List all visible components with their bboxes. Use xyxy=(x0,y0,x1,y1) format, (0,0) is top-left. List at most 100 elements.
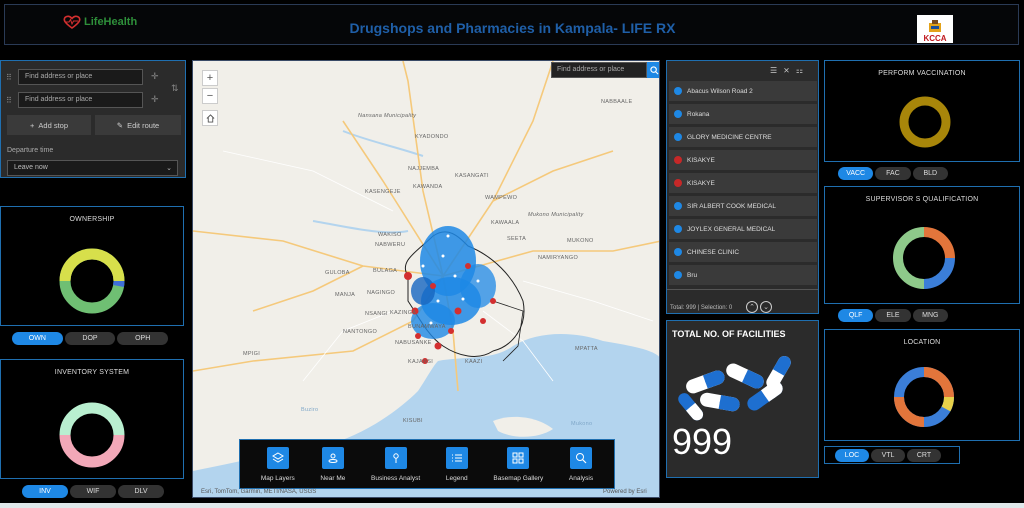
list-item[interactable]: CHINESE CLINIC xyxy=(669,242,817,262)
tab-oph[interactable]: OPH xyxy=(117,332,169,345)
tool-near-me[interactable]: Near Me xyxy=(320,446,346,482)
inventory-title: INVENTORY SYSTEM xyxy=(54,369,130,376)
place-label: BUNAMWAYA xyxy=(408,324,446,330)
drag-handle-icon[interactable]: ⠿ xyxy=(6,73,12,82)
directions-panel: ⠿ Find address or place ✛ ⠿ Find address… xyxy=(0,60,186,178)
add-stop-button[interactable]: + Add stop xyxy=(7,115,91,135)
location-slice-orange-2 xyxy=(894,396,925,427)
tab-vtl[interactable]: VTL xyxy=(871,449,905,462)
tool-map-layers[interactable]: Map Layers xyxy=(261,446,295,482)
map-search-input[interactable]: Find address or place xyxy=(551,62,647,78)
tab-dlv[interactable]: DLV xyxy=(118,485,164,498)
powered-by-esri[interactable]: Powered by Esri xyxy=(603,489,647,495)
stop1-input[interactable]: Find address or place xyxy=(18,69,143,85)
tool-legend[interactable]: Legend xyxy=(445,446,468,482)
locate-icon[interactable]: ✛ xyxy=(151,71,159,81)
list-item[interactable]: Bru xyxy=(669,265,817,285)
home-button[interactable] xyxy=(202,110,218,126)
location-title: LOCATION xyxy=(903,339,941,346)
place-label: NAJJEMBA xyxy=(408,166,440,172)
collapse-up-icon[interactable]: ⌃ xyxy=(746,301,758,313)
list-item[interactable]: Abacus Wilson Road 2 xyxy=(669,81,817,101)
tab-crt[interactable]: CRT xyxy=(907,449,941,462)
place-label: NAGINGO xyxy=(367,290,396,296)
basemap-gallery-icon xyxy=(507,446,530,469)
place-label: KAJANSI xyxy=(408,359,434,365)
expand-down-icon[interactable]: ⌄ xyxy=(760,301,772,313)
list-item[interactable]: JOYLEX GENERAL MEDICAL xyxy=(669,219,817,239)
tool-label: Legend xyxy=(445,474,468,482)
locate-icon[interactable]: ✛ xyxy=(151,94,159,104)
facility-name: CHINESE CLINIC xyxy=(687,248,740,256)
supervisor-slice-green-2 xyxy=(893,227,925,259)
list-footer: Total: 999 | Selection: 0 xyxy=(670,305,733,311)
sort-icon[interactable]: ☰ xyxy=(770,66,778,75)
facility-name: Bru xyxy=(687,271,698,279)
vaccination-title: PERFORM VACCINATION xyxy=(878,70,966,77)
vaccination-panel: PERFORM VACCINATION xyxy=(824,60,1020,162)
list-item[interactable]: GLORY MEDICINE CENTRE xyxy=(669,127,817,147)
ownership-tabs: OWN DOP OPH xyxy=(12,332,169,345)
list-item[interactable]: KISAKYE xyxy=(669,173,817,193)
stop2-input[interactable]: Find address or place xyxy=(18,92,143,108)
list-item[interactable]: KISAKYE xyxy=(669,150,817,170)
tab-own[interactable]: OWN xyxy=(12,332,63,345)
layers-icon xyxy=(266,446,289,469)
map-search-button[interactable] xyxy=(647,62,659,78)
blue-marker-icon xyxy=(674,87,682,95)
tab-bld[interactable]: BLD xyxy=(912,167,948,180)
facility-name: Rokana xyxy=(687,110,710,118)
tab-fac[interactable]: FAC xyxy=(875,167,911,180)
tab-mng[interactable]: MNG xyxy=(912,309,948,322)
total-value: 999 xyxy=(672,421,733,462)
stop2-placeholder: Find address or place xyxy=(25,96,93,103)
swap-stops-icon[interactable]: ⇅ xyxy=(171,83,179,93)
zoom-out-button[interactable]: − xyxy=(202,88,218,104)
place-label: KASENGEJE xyxy=(365,189,401,195)
clear-filter-icon[interactable]: ⨯ xyxy=(783,66,790,75)
location-slice-yellow xyxy=(941,396,955,412)
list-item[interactable]: Rokana xyxy=(669,104,817,124)
tool-label: Analysis xyxy=(568,474,594,482)
place-label: NAMIRYANGO xyxy=(538,255,579,261)
tab-loc[interactable]: LOC xyxy=(835,449,869,462)
tool-analysis[interactable]: Analysis xyxy=(568,446,594,482)
pencil-icon: ✎ xyxy=(116,120,124,130)
list-item[interactable]: SIR ALBERT COOK MEDICAL xyxy=(669,196,817,216)
zoom-in-button[interactable]: + xyxy=(202,70,218,86)
map-toolbar: Map Layers Near Me Business Analyst Lege… xyxy=(239,439,615,489)
blue-marker-icon xyxy=(674,225,682,233)
place-label: KAWAALA xyxy=(491,220,520,226)
select-mode-icon[interactable]: ⚏ xyxy=(795,66,804,75)
place-label: NSANGI xyxy=(365,311,388,317)
tab-ele[interactable]: ELE xyxy=(875,309,911,322)
tool-business-analyst[interactable]: Business Analyst xyxy=(371,446,421,482)
map-view[interactable]: NABBAALE Nansana Municipality KYADONDO N… xyxy=(192,60,660,498)
tool-label: Near Me xyxy=(320,474,346,482)
vaccination-tabs: VACC FAC BLD xyxy=(838,167,948,180)
tab-qlf[interactable]: QLF xyxy=(838,309,874,322)
ownership-title: OWNERSHIP xyxy=(69,216,115,223)
location-tabs: LOC VTL CRT xyxy=(824,446,960,464)
tab-dop[interactable]: DOP xyxy=(64,332,116,345)
ownership-panel: OWNERSHIP xyxy=(0,206,184,326)
edit-route-button[interactable]: ✎ Edit route xyxy=(95,115,181,135)
facility-list-panel: ☰ ⨯ ⚏ Abacus Wilson Road 2 Rokana GLORY … xyxy=(666,60,819,314)
inventory-panel: INVENTORY SYSTEM xyxy=(0,359,184,479)
supervisor-slice-orange xyxy=(923,227,955,259)
tab-wif[interactable]: WIF xyxy=(70,485,116,498)
tool-label: Business Analyst xyxy=(371,474,421,482)
heart-logo-icon xyxy=(63,15,81,29)
departure-value: Leave now xyxy=(14,164,48,171)
blue-marker-icon xyxy=(674,271,682,279)
tab-vacc[interactable]: VACC xyxy=(838,167,874,180)
place-label: KISUBI xyxy=(403,418,423,424)
analysis-icon xyxy=(570,446,593,469)
tab-inv[interactable]: INV xyxy=(22,485,68,498)
drag-handle-icon[interactable]: ⠿ xyxy=(6,96,12,105)
tool-basemap-gallery[interactable]: Basemap Gallery xyxy=(493,446,543,482)
departure-time-select[interactable]: Leave now ⌄ xyxy=(7,160,178,176)
location-donut xyxy=(894,367,955,427)
near-me-icon xyxy=(321,446,344,469)
facility-marker-cluster xyxy=(404,226,496,364)
